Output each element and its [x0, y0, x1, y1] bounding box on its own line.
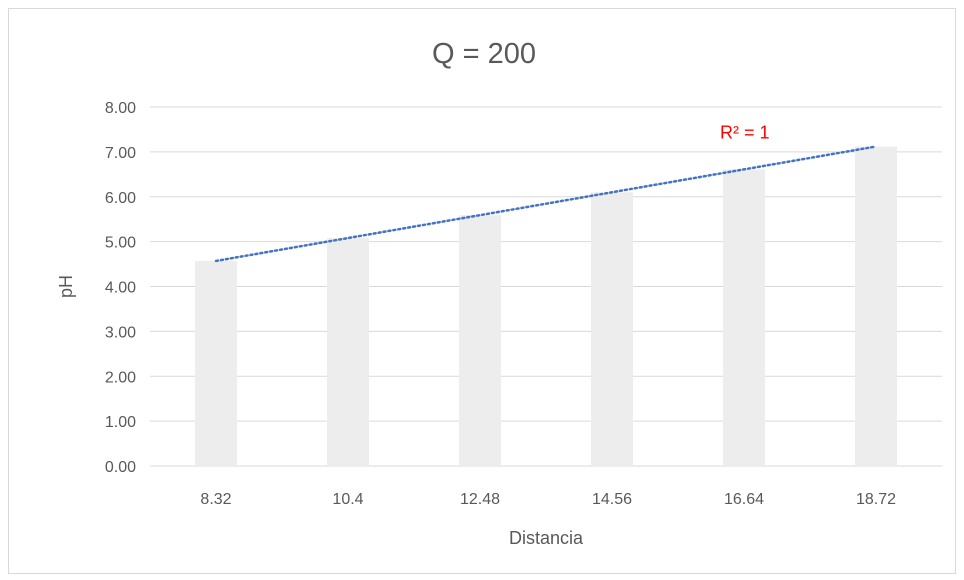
y-tick-label: 6.00: [105, 190, 136, 207]
y-tick-labels: 0.00 1.00 2.00 3.00 4.00 5.00 6.00 7.00 8.00: [105, 100, 136, 476]
gridlines: [150, 106, 942, 467]
y-tick-label: 7.00: [105, 145, 136, 162]
x-tick-label: 16.64: [724, 491, 764, 508]
x-tick-label: 18.72: [856, 491, 896, 508]
x-tick-label: 14.56: [592, 491, 632, 508]
y-tick-label: 2.00: [105, 369, 136, 386]
x-tick-label: 8.32: [200, 491, 231, 508]
bar: [195, 260, 237, 466]
bar: [327, 238, 369, 466]
y-tick-label: 4.00: [105, 280, 136, 297]
chart-title: Q = 200: [432, 38, 536, 70]
x-tick-labels: 8.32 10.4 12.48 14.56 16.64 18.72: [200, 491, 896, 508]
y-tick-label: 3.00: [105, 324, 136, 341]
x-axis-label: Distancia: [509, 528, 584, 548]
y-axis-label: pH: [56, 275, 76, 298]
x-tick-label: 12.48: [460, 491, 500, 508]
y-tick-label: 0.00: [105, 459, 136, 476]
trendline: [214, 145, 878, 263]
y-tick-label: 8.00: [105, 100, 136, 117]
y-tick-label: 5.00: [105, 235, 136, 252]
r-squared-label: R² = 1: [720, 122, 770, 142]
bar: [855, 146, 897, 467]
bar: [723, 169, 765, 466]
y-tick-label: 1.00: [105, 414, 136, 431]
trendline-group: [214, 145, 878, 263]
bar: [459, 215, 501, 466]
bar: [591, 192, 633, 466]
x-tick-label: 10.4: [332, 491, 363, 508]
bars: [195, 146, 897, 467]
